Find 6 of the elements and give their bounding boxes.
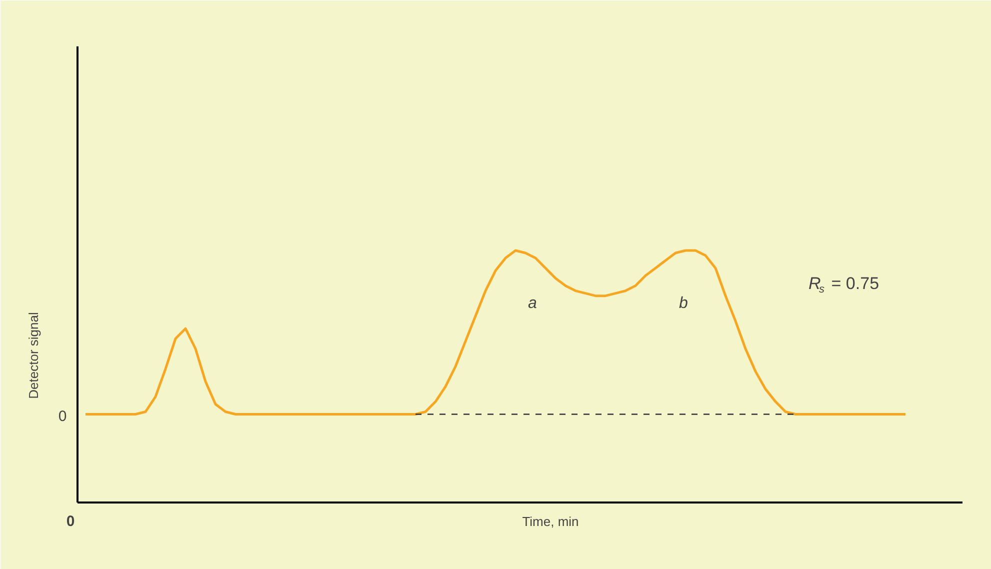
annotation: a — [528, 295, 538, 312]
x-axis-title: Time, min — [522, 514, 579, 529]
text: 0 — [58, 408, 67, 425]
annotation: b — [679, 295, 688, 312]
text: 0 — [66, 513, 75, 530]
y-axis-title: Detector signal — [26, 312, 41, 399]
